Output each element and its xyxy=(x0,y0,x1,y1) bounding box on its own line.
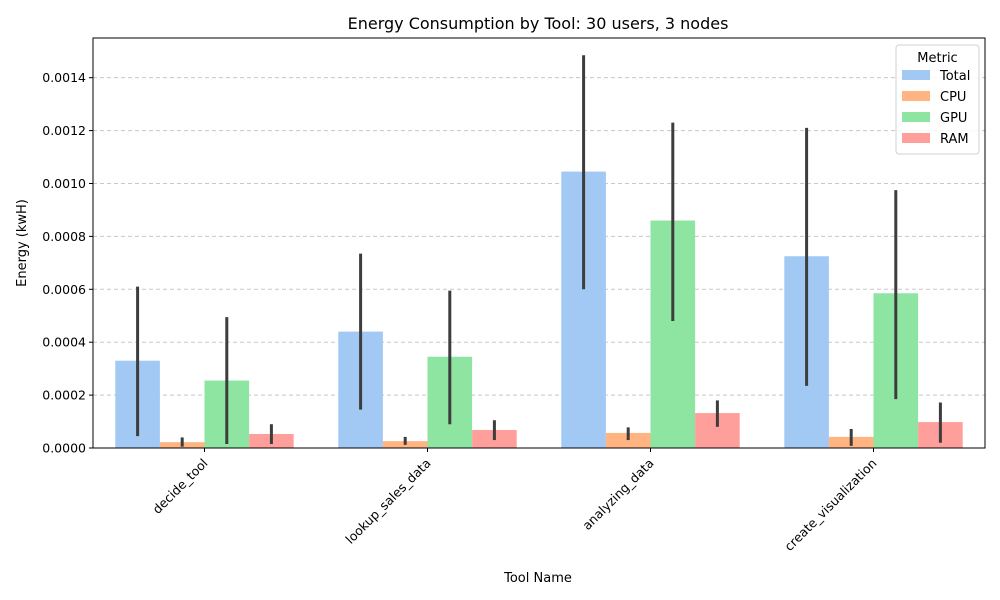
y-axis-label: Energy (kwH) xyxy=(15,199,30,287)
plot-frame xyxy=(92,37,986,449)
chart-title: Energy Consumption by Tool: 30 users, 3 … xyxy=(348,14,729,33)
legend: Metric Total CPU GPU RAM xyxy=(895,44,980,155)
legend-label-ram: RAM xyxy=(940,132,969,147)
x-tick-labels: decide_tool lookup_sales_data analyzing_da… xyxy=(149,456,879,554)
y-tick-label: 0.0006 xyxy=(42,282,86,297)
x-tick-label: decide_tool xyxy=(149,456,210,517)
x-axis-label: Tool Name xyxy=(503,571,572,586)
y-tick-label: 0.0002 xyxy=(42,388,86,403)
x-tick-label: create_visualization xyxy=(781,456,879,554)
x-tick-label: lookup_sales_data xyxy=(342,456,433,547)
y-tick-label: 0.0008 xyxy=(42,229,86,244)
legend-label-cpu: CPU xyxy=(940,90,966,105)
y-tick-label: 0.0010 xyxy=(42,176,86,191)
legend-title: Metric xyxy=(917,51,957,66)
x-tick-label: analyzing_data xyxy=(579,456,656,533)
y-tick-label: 0.0004 xyxy=(42,335,86,350)
legend-swatch-total xyxy=(902,70,930,80)
legend-label-gpu: GPU xyxy=(940,111,967,126)
legend-swatch-gpu xyxy=(902,112,930,122)
legend-swatch-ram xyxy=(902,133,930,143)
bar-cpu-analyzing_data xyxy=(605,432,651,448)
y-tick-labels: 0.0000 0.0002 0.0004 0.0006 0.0008 0.0010 0.00… xyxy=(42,70,86,455)
legend-swatch-cpu xyxy=(902,91,930,101)
error-bars xyxy=(136,55,942,447)
y-tick-label: 0.0012 xyxy=(42,123,86,138)
y-tick-label: 0.0000 xyxy=(42,441,86,456)
y-tick-label: 0.0014 xyxy=(42,70,86,85)
legend-label-total: Total xyxy=(939,69,970,84)
bars xyxy=(115,171,963,449)
axes xyxy=(89,37,986,452)
